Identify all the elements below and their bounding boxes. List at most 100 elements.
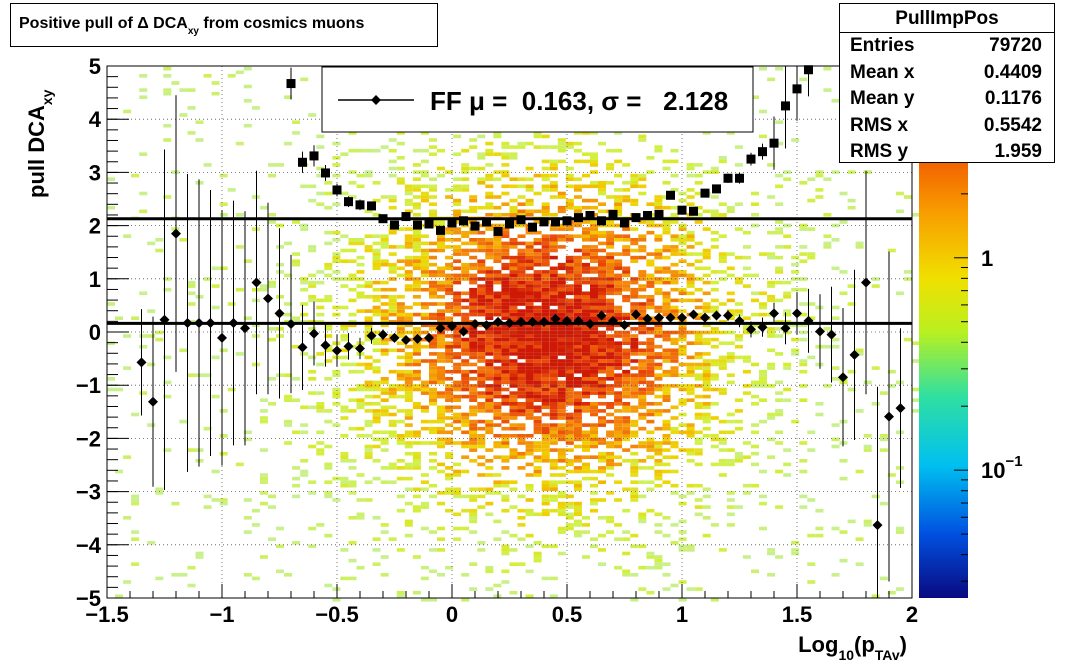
heatmap-cell	[445, 565, 454, 570]
heatmap-cell	[622, 537, 631, 541]
heatmap-cell	[598, 459, 606, 463]
heatmap-cell	[493, 205, 502, 210]
heatmap-cell	[718, 277, 727, 281]
sigma-point	[344, 197, 353, 207]
heatmap-cell	[702, 377, 711, 381]
heatmap-cell	[404, 434, 413, 438]
heatmap-cell	[606, 405, 615, 410]
heatmap-cell	[686, 195, 695, 199]
heatmap-cell	[638, 330, 647, 335]
heatmap-cell	[630, 202, 639, 206]
heatmap-cell	[565, 434, 574, 438]
heatmap-cell	[759, 419, 767, 424]
heatmap-cell	[420, 316, 429, 320]
heatmap-cell	[718, 320, 727, 324]
heatmap-cell	[364, 295, 373, 299]
heatmap-cell	[324, 266, 333, 271]
heatmap-cell	[598, 305, 606, 310]
heatmap-cell	[485, 384, 494, 388]
heatmap-cell	[630, 184, 639, 189]
heatmap-cell	[759, 66, 767, 71]
heatmap-cell	[429, 270, 437, 274]
heatmap-cell	[517, 426, 526, 431]
heatmap-cell	[292, 344, 301, 349]
heatmap-cell	[469, 209, 478, 214]
data-points	[136, 65, 906, 598]
heatmap-cell	[767, 437, 776, 442]
heatmap-cell	[614, 202, 623, 206]
heatmap-cell	[300, 423, 309, 427]
heatmap-cell	[461, 526, 470, 531]
heatmap-cell	[364, 320, 373, 324]
x-tick-label: −0.5	[315, 602, 358, 627]
heatmap-cell	[179, 88, 188, 92]
heatmap-cell	[630, 544, 639, 549]
heatmap-cell	[493, 234, 502, 238]
heatmap-cell	[718, 234, 727, 238]
heatmap-cell	[292, 483, 301, 488]
heatmap-cell	[469, 512, 478, 517]
heatmap-cell	[525, 444, 534, 449]
mean-point	[136, 357, 147, 368]
heatmap-cell	[646, 362, 655, 367]
heatmap-cell	[565, 298, 574, 303]
heatmap-cell	[308, 544, 317, 549]
heatmap-cell	[525, 273, 534, 278]
mean-point	[895, 403, 906, 414]
colorbar-tick-label: 1	[981, 246, 993, 271]
heatmap-cell	[622, 334, 631, 338]
heatmap-cell	[380, 302, 389, 306]
heatmap-cell	[477, 287, 486, 292]
heatmap-cell	[598, 437, 606, 442]
heatmap-cell	[437, 238, 445, 242]
heatmap-cell	[525, 362, 534, 367]
heatmap-cell	[590, 491, 598, 495]
heatmap-cell	[565, 394, 574, 399]
heatmap-cell	[429, 548, 437, 552]
heatmap-cell	[259, 501, 268, 506]
heatmap-cell	[396, 341, 405, 345]
heatmap-cell	[372, 437, 381, 442]
heatmap-cell	[831, 526, 840, 531]
heatmap-cell	[445, 238, 454, 242]
heatmap-cell	[670, 309, 679, 313]
heatmap-cell	[734, 451, 743, 456]
heatmap-cell	[493, 377, 502, 381]
heatmap-cell	[525, 512, 534, 517]
heatmap-cell	[565, 270, 574, 274]
heatmap-cell	[549, 480, 558, 484]
heatmap-cell	[324, 494, 333, 499]
heatmap-cell	[670, 280, 679, 285]
heatmap-cell	[533, 230, 542, 235]
heatmap-cell	[606, 419, 615, 424]
heatmap-cell	[187, 583, 196, 588]
heatmap-cell	[614, 352, 623, 356]
heatmap-cell	[710, 327, 719, 331]
heatmap-cell	[662, 159, 671, 164]
heatmap-cell	[251, 523, 260, 527]
heatmap-cell	[606, 352, 615, 356]
heatmap-cell	[493, 583, 502, 588]
heatmap-cell	[501, 273, 510, 278]
sigma-point	[700, 188, 710, 198]
heatmap-cell	[396, 355, 405, 360]
heatmap-cell	[702, 330, 711, 335]
heatmap-cell	[445, 398, 454, 402]
heatmap-cell	[573, 330, 582, 335]
heatmap-cell	[662, 387, 671, 392]
heatmap-cell	[380, 523, 389, 527]
heatmap-cell	[412, 405, 421, 410]
heatmap-cell	[855, 409, 864, 413]
heatmap-cell	[654, 459, 663, 463]
heatmap-cell	[565, 198, 574, 203]
heatmap-cell	[590, 255, 598, 260]
heatmap-cell	[485, 177, 494, 181]
heatmap-cell	[582, 334, 590, 338]
heatmap-cell	[501, 284, 510, 288]
heatmap-cell	[638, 565, 647, 570]
heatmap-cell	[364, 402, 373, 406]
mean-point	[550, 313, 561, 324]
heatmap-cell	[726, 316, 735, 320]
heatmap-cell	[420, 565, 429, 570]
sigma-point	[608, 209, 618, 219]
